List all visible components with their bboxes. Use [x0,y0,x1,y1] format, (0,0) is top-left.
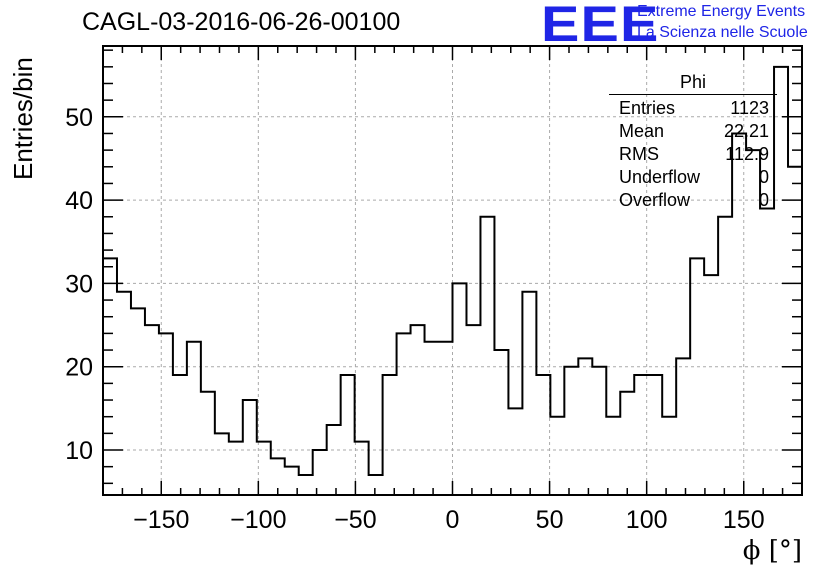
chart-title: CAGL-03-2016-06-26-00100 [82,8,401,36]
histogram-line [103,65,802,477]
stats-value: 0 [758,167,769,187]
stats-value: 0 [758,190,769,210]
stats-value: 1123 [730,98,769,118]
stats-label: Mean [619,121,665,141]
logo-subtitle-2: La Scienza nelle Scuole [637,24,808,41]
y-tick-label: 50 [65,104,93,132]
grid-lines [103,46,802,495]
x-tick-label: 50 [536,506,564,534]
axis-ticks [103,46,802,495]
stats-row: Mean 22.21 [609,120,777,143]
stats-row: Underflow 0 [609,166,777,189]
logo-subtitle-1: Extreme Energy Events [637,3,806,20]
stats-label: RMS [619,144,659,164]
x-tick-label: 0 [446,506,460,534]
stats-box: Phi Entries 1123 Mean 22.21 RMS 112.9 Under… [609,72,777,212]
eee-logo: EEE [541,0,660,52]
stats-row: Overflow 0 [609,189,777,212]
stats-value: 112.9 [725,144,769,164]
y-tick-label: 40 [65,187,93,215]
stats-label: Overflow [619,190,691,210]
x-tick-label: 100 [626,506,668,534]
y-tick-label: 20 [65,354,93,382]
y-axis-label: Entries/bin [8,57,38,180]
tick-labels: −150 −100 −50 0 50 100 150 10 20 30 40 50 [65,104,764,534]
stats-label: Entries [619,98,676,118]
stats-value: 22.21 [723,121,769,141]
x-tick-label: −150 [133,506,189,534]
stats-row: Entries 1123 [609,97,777,120]
y-tick-label: 30 [65,270,93,298]
stats-row: RMS 112.9 [609,143,777,166]
plot-frame [102,45,803,496]
y-tick-label: 10 [65,437,93,465]
x-tick-label: −50 [334,506,376,534]
x-tick-label: −100 [230,506,286,534]
stats-name: Phi [609,72,777,95]
x-tick-label: 150 [723,506,765,534]
x-axis-label: ϕ [°] [742,536,802,566]
stats-label: Underflow [619,167,701,187]
